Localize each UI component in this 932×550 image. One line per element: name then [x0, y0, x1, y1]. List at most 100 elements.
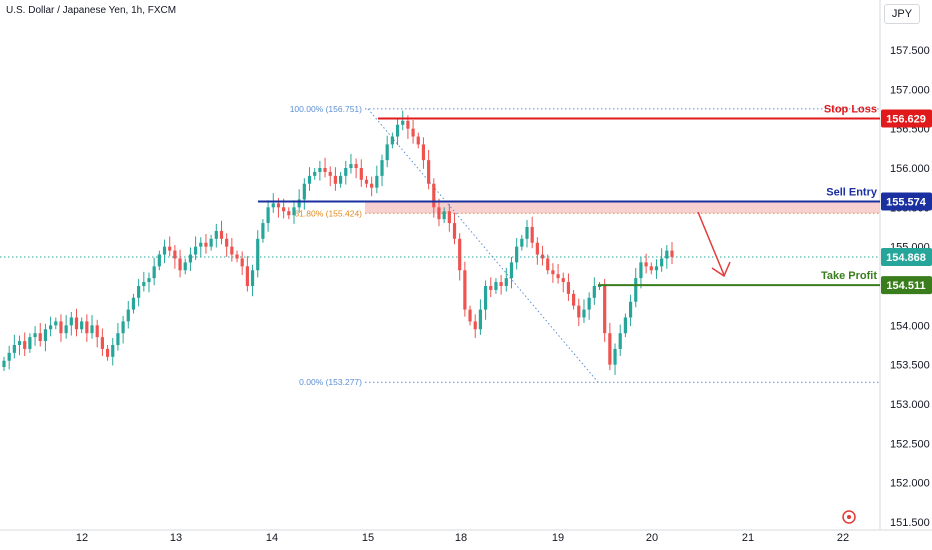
- candle-body: [566, 282, 571, 294]
- candle-body: [38, 333, 42, 342]
- last-price-tag: [881, 248, 932, 267]
- currency-button[interactable]: JPY: [884, 4, 920, 24]
- time-tick-label: 21: [742, 532, 754, 544]
- candle-body: [618, 333, 622, 349]
- candle-body: [592, 286, 596, 298]
- candle-body: [442, 211, 446, 220]
- sell-entry-price-text: 155.574: [886, 197, 927, 209]
- candle-body: [271, 203, 275, 208]
- chart-title: U.S. Dollar / Japanese Yen, 1h, FXCM: [6, 5, 177, 16]
- candle-body: [463, 270, 467, 310]
- candle-body: [603, 286, 607, 334]
- candle-body: [483, 286, 488, 310]
- candle-body: [54, 321, 58, 326]
- candle-body: [587, 297, 591, 310]
- candle-body: [12, 345, 16, 353]
- time-tick-label: 12: [76, 532, 88, 544]
- candle-body: [437, 207, 441, 220]
- price-tick-label: 151.500: [890, 517, 930, 529]
- candle-body: [535, 242, 539, 255]
- candle-body: [173, 250, 177, 259]
- last-price-text: 154.868: [886, 252, 926, 264]
- candle-body: [292, 207, 296, 216]
- candle-body: [344, 168, 348, 176]
- candle-body: [628, 301, 633, 318]
- candle-body: [147, 278, 151, 283]
- candle-body: [458, 238, 462, 271]
- candle-body: [188, 254, 193, 263]
- candle-body: [665, 250, 669, 259]
- sell-entry-label: Sell Entry: [826, 187, 878, 199]
- candle-body: [90, 325, 94, 334]
- candle-body: [370, 183, 374, 188]
- candle-body: [530, 227, 534, 243]
- time-tick-label: 18: [455, 532, 467, 544]
- candle-body: [452, 223, 457, 239]
- candle-body: [333, 175, 338, 184]
- candle-body: [235, 254, 239, 259]
- candle-body: [100, 337, 104, 349]
- candle-body: [634, 278, 638, 302]
- candle-body: [623, 317, 627, 334]
- candle-body: [240, 258, 244, 267]
- price-tick-label: 154.000: [890, 320, 930, 332]
- candle-body: [28, 337, 32, 349]
- candle-body: [416, 136, 420, 145]
- candle-body: [478, 309, 483, 330]
- candle-body: [660, 258, 664, 267]
- price-tick-label: 157.500: [890, 45, 930, 57]
- candle-body: [126, 309, 130, 322]
- candle-body: [551, 270, 555, 275]
- projection-arrow-line: [697, 211, 725, 276]
- candle-body: [561, 278, 565, 283]
- candle-body: [313, 171, 317, 176]
- candle-body: [468, 309, 472, 322]
- candle-body: [509, 262, 514, 279]
- take-profit-price-text: 154.511: [886, 280, 925, 292]
- stop-loss-price-tag: [881, 109, 932, 128]
- take-profit-price-tag: [881, 276, 932, 295]
- candle-body: [582, 309, 586, 318]
- candle-body: [137, 286, 141, 298]
- candle-body: [276, 203, 281, 208]
- candle-body: [354, 164, 358, 168]
- fib-0-label: 0.00% (153.277): [299, 377, 362, 387]
- candle-body: [2, 360, 6, 368]
- candle-body: [375, 175, 379, 188]
- time-tick-label: 13: [170, 532, 182, 544]
- candle-body: [219, 230, 224, 239]
- candle-body: [157, 254, 161, 267]
- candle-body: [390, 136, 394, 145]
- price-tick-label: 152.000: [890, 478, 930, 490]
- candle-body: [245, 266, 249, 286]
- candle-body: [670, 250, 674, 257]
- candle-body: [105, 348, 110, 357]
- candle-body: [411, 128, 415, 137]
- sell-entry-price-tag: [881, 192, 932, 211]
- candle-body: [432, 183, 436, 208]
- candle-body: [33, 333, 37, 338]
- candle-body: [287, 211, 291, 216]
- candle-body: [318, 168, 322, 172]
- price-tick-label: 153.000: [890, 399, 930, 411]
- price-tick-label: 153.500: [890, 360, 930, 372]
- candle-body: [183, 262, 187, 271]
- candle-body: [297, 199, 301, 208]
- candle-body: [95, 325, 99, 338]
- candle-body: [395, 124, 400, 137]
- candle-body: [499, 282, 503, 286]
- candle-body: [131, 297, 136, 310]
- candle-body: [644, 262, 648, 267]
- candle-body: [649, 266, 653, 271]
- candle-body: [142, 282, 146, 286]
- candle-body: [230, 246, 234, 255]
- candle-body: [608, 333, 612, 365]
- candle-body: [152, 266, 156, 279]
- time-tick-label: 22: [837, 532, 849, 544]
- time-tick-label: 15: [362, 532, 374, 544]
- candle-body: [520, 238, 524, 247]
- target-icon[interactable]: [842, 510, 856, 524]
- candle-body: [214, 230, 218, 239]
- price-tick-label: 157.000: [890, 84, 930, 96]
